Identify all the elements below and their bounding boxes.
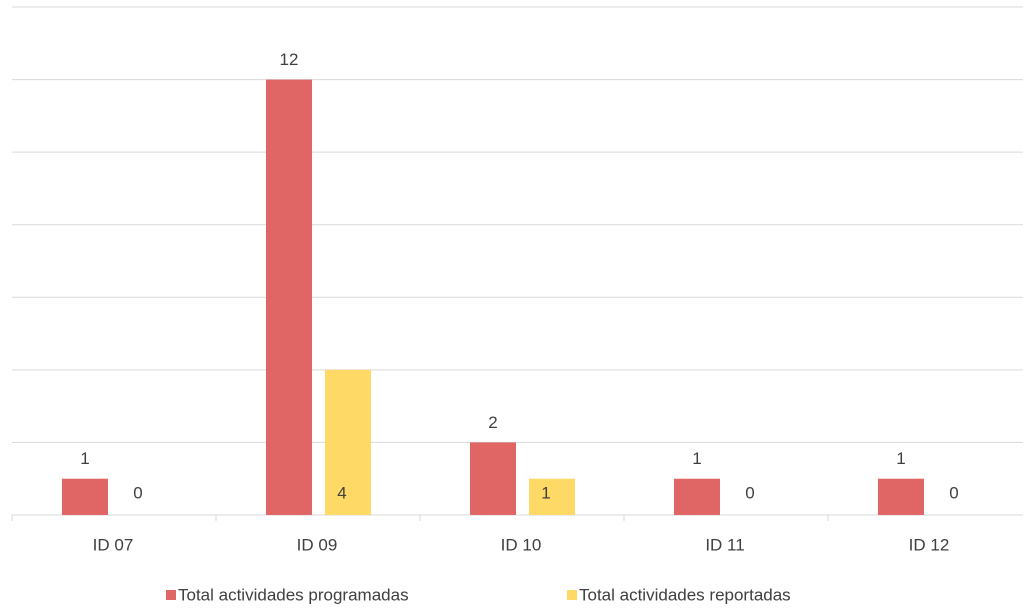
x-tick-label: ID 09 — [297, 535, 338, 554]
data-label: 2 — [488, 413, 497, 432]
x-tick-label: ID 12 — [909, 535, 950, 554]
legend-swatch — [166, 590, 176, 600]
data-label: 0 — [133, 483, 142, 502]
bar — [325, 369, 371, 515]
bar — [674, 478, 720, 515]
legend-swatch — [567, 590, 577, 600]
data-label: 12 — [280, 50, 299, 69]
x-tick-label: ID 10 — [501, 535, 542, 554]
bar — [878, 478, 924, 515]
legend-label: Total actividades reportadas — [579, 585, 791, 604]
bar — [470, 442, 516, 515]
x-tick-label: ID 11 — [705, 535, 744, 554]
bar — [266, 79, 312, 516]
legend-label: Total actividades programadas — [178, 585, 409, 604]
data-label: 0 — [745, 483, 754, 502]
data-label: 0 — [949, 483, 958, 502]
data-label: 1 — [692, 449, 701, 468]
bar — [529, 478, 575, 515]
bar — [62, 478, 108, 515]
x-tick-label: ID 07 — [93, 535, 134, 554]
data-label: 1 — [80, 449, 89, 468]
data-label: 4 — [337, 483, 346, 502]
data-label: 1 — [541, 483, 550, 502]
data-label: 1 — [896, 449, 905, 468]
